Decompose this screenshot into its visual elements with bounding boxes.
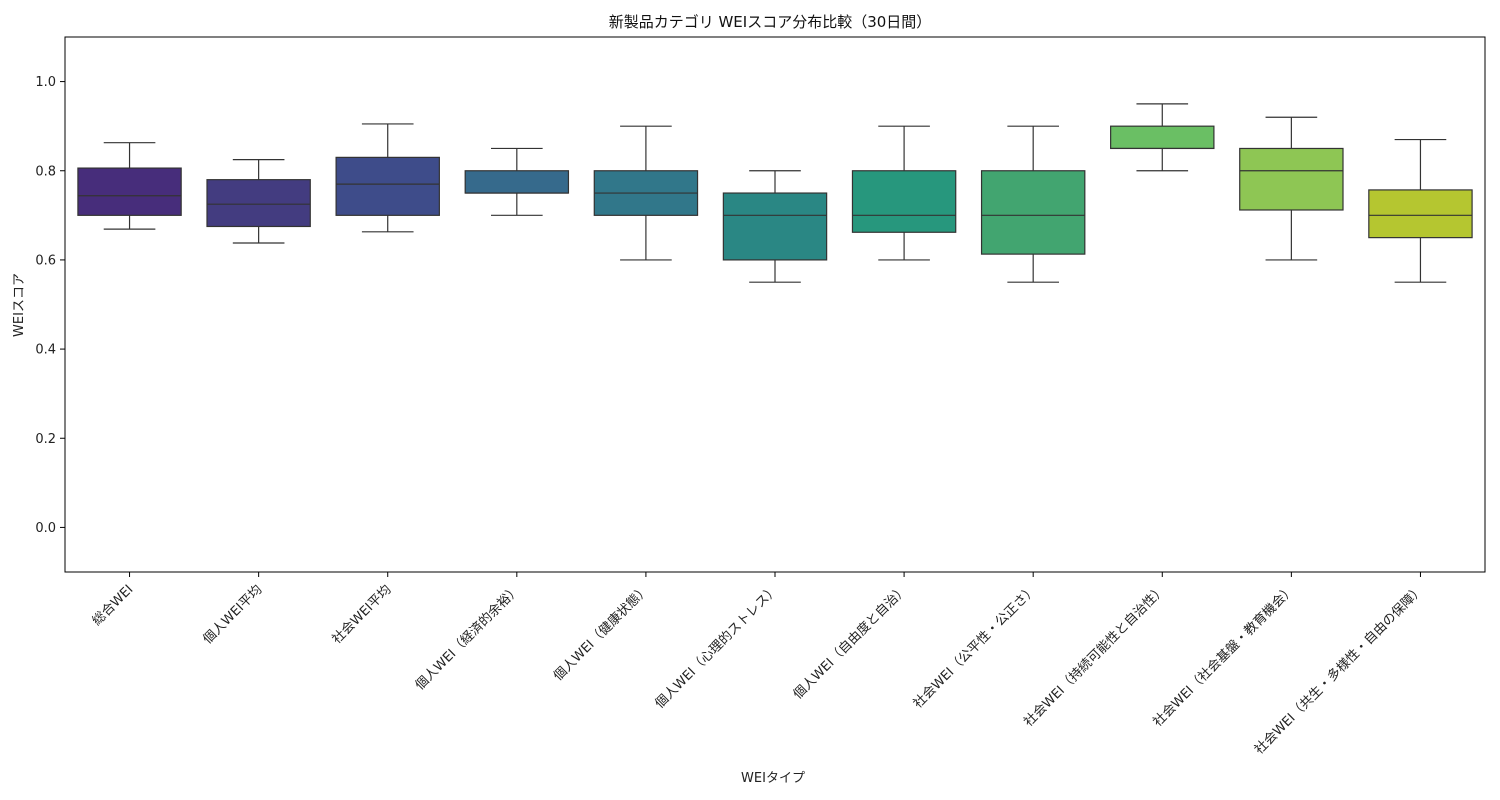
box-iqr bbox=[464, 170, 570, 194]
boxes-group bbox=[77, 103, 1473, 283]
box-iqr bbox=[851, 170, 957, 233]
y-tick-label: 0.2 bbox=[35, 432, 56, 447]
box-iqr bbox=[1110, 125, 1215, 150]
y-axis-title: WEIスコア bbox=[12, 273, 27, 337]
box-iqr bbox=[1239, 147, 1344, 211]
y-tick-label: 0.6 bbox=[35, 253, 56, 268]
y-tick-label: 0.8 bbox=[35, 164, 56, 179]
box-iqr bbox=[77, 167, 182, 216]
box-iqr bbox=[722, 192, 828, 261]
y-tick-label: 1.0 bbox=[35, 75, 56, 90]
x-axis-title: WEIタイプ bbox=[741, 771, 805, 786]
y-tick-label: 0.4 bbox=[35, 343, 56, 358]
box-iqr bbox=[1368, 189, 1473, 239]
box-iqr bbox=[206, 179, 311, 228]
box-iqr bbox=[335, 156, 440, 216]
box-iqr bbox=[980, 170, 1086, 255]
y-axis: 0.0 0.2 0.4 0.6 0.8 1.0 bbox=[35, 75, 65, 536]
chart-title: 新製品カテゴリ WEIスコア分布比較（30日間） bbox=[609, 13, 932, 31]
y-tick-label: 0.0 bbox=[35, 521, 56, 536]
